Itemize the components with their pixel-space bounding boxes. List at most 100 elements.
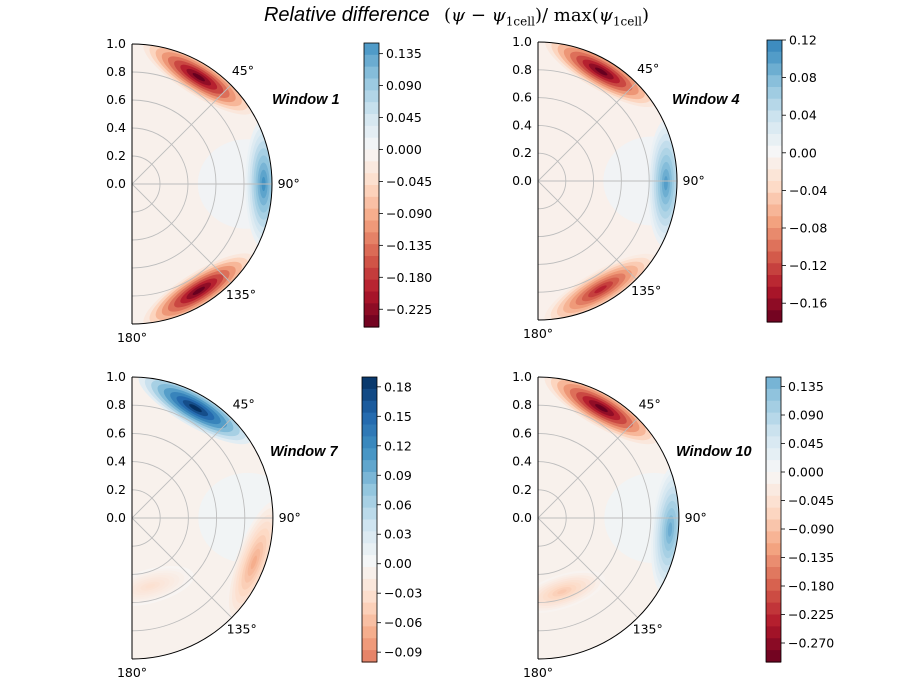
radial-tick-label: 0.0 bbox=[512, 173, 532, 188]
formula-psi-2: ψ bbox=[491, 5, 506, 26]
radial-tick-label: 0.6 bbox=[106, 425, 126, 440]
colorbar-frame bbox=[765, 376, 782, 663]
figure-title-text: Relative difference bbox=[263, 4, 430, 26]
radial-tick-label: 1.0 bbox=[106, 369, 126, 384]
radial-tick-label: 0.0 bbox=[106, 510, 126, 525]
colorbar-segment bbox=[767, 157, 782, 170]
colorbar-segment bbox=[362, 578, 377, 592]
colorbar-tick-label: −0.225 bbox=[788, 607, 834, 622]
colorbar-segment bbox=[362, 472, 377, 485]
colorbar-tick-label: −0.090 bbox=[788, 522, 834, 537]
colorbar-segment bbox=[766, 472, 781, 485]
radial-tick-label: 0.4 bbox=[512, 117, 532, 132]
colorbar-tick-label: −0.225 bbox=[386, 302, 432, 317]
colorbar-tick-label: 0.090 bbox=[386, 78, 422, 93]
polar-panel-4: 0.0 0.2 0.4 0.6 0.8 1.0 45° 90° 135° 180° Window 1… bbox=[512, 369, 752, 680]
grid-spoke bbox=[132, 84, 232, 185]
angle-tick-label: 180° bbox=[117, 330, 147, 345]
colorbar-4: 0.135 0.090 0.045 0.000 −0.045 −0.090 −0.135 −0… bbox=[765, 376, 834, 663]
colorbar-segment bbox=[364, 173, 379, 186]
colorbar-segment bbox=[364, 303, 379, 316]
colorbar-3: 0.18 0.15 0.12 0.09 0.06 0.03 0.00 −0.03 −0.06 −0… bbox=[361, 376, 422, 663]
radial-tick-label: 1.0 bbox=[106, 36, 126, 51]
field-3 bbox=[132, 377, 273, 659]
colorbar-segment bbox=[362, 388, 377, 402]
colorbar-segment bbox=[364, 54, 379, 68]
colorbar-tick-label: −0.135 bbox=[788, 550, 834, 565]
colorbar-segment bbox=[362, 448, 377, 461]
colorbar-tick-label: 0.000 bbox=[386, 142, 422, 157]
angle-tick-label: 45° bbox=[233, 396, 255, 411]
colorbar-segment bbox=[362, 567, 377, 580]
colorbar-tick-label: −0.06 bbox=[384, 615, 422, 630]
colorbar-segment bbox=[362, 400, 377, 414]
colorbar-segment bbox=[364, 244, 379, 257]
contour-level bbox=[594, 285, 607, 294]
colorbar-segment bbox=[766, 638, 781, 651]
colorbar-segment bbox=[767, 134, 782, 147]
contour-level bbox=[663, 176, 668, 191]
formula-psi-3: ψ bbox=[598, 5, 613, 26]
polar-grid bbox=[132, 71, 272, 297]
colorbar-segment bbox=[766, 377, 781, 390]
radial-tick-label: 0.6 bbox=[106, 92, 126, 107]
colorbar-segment bbox=[766, 650, 781, 663]
angle-tick-label: 90° bbox=[683, 173, 705, 188]
colorbar-segment bbox=[362, 436, 377, 449]
colorbar-frame bbox=[363, 42, 380, 328]
polar-panel-2: 0.0 0.2 0.4 0.6 0.8 1.0 45° 90° 135° 180° Window 4 bbox=[512, 34, 740, 341]
colorbar-segment bbox=[362, 626, 377, 639]
angle-tick-label: 45° bbox=[637, 61, 659, 76]
colorbar-segment bbox=[767, 204, 782, 217]
colorbar-tick-label: 0.000 bbox=[788, 465, 824, 480]
colorbar-segment bbox=[364, 114, 379, 127]
colorbar-tick-label: 0.00 bbox=[384, 556, 412, 571]
colorbar-tick-label: −0.090 bbox=[386, 206, 432, 221]
colorbar-segment bbox=[362, 543, 377, 556]
colorbar-1: 0.135 0.090 0.045 0.000 −0.045 −0.090 −0.135 −0… bbox=[363, 42, 432, 328]
colorbar-segment bbox=[767, 239, 782, 253]
radial-tick-label: 0.0 bbox=[106, 176, 126, 191]
colorbar-segment bbox=[767, 169, 782, 182]
figure-title: Relative difference (ψ − ψ1cell)/ max(ψ1… bbox=[0, 2, 913, 29]
angle-tick-label: 135° bbox=[226, 287, 256, 302]
radial-tick-label: 0.2 bbox=[512, 145, 532, 160]
colorbar-segment bbox=[364, 279, 379, 293]
window-label: Window 10 bbox=[676, 444, 752, 460]
colorbar-tick-label: 0.06 bbox=[384, 497, 412, 512]
colorbar-segment bbox=[767, 263, 782, 276]
colorbar-segment bbox=[766, 424, 781, 437]
window-label: Window 4 bbox=[672, 92, 740, 108]
colorbar-tick-label: −0.045 bbox=[788, 493, 834, 508]
colorbar-tick-label: 0.12 bbox=[384, 438, 412, 453]
radial-tick-label: 0.2 bbox=[512, 482, 532, 497]
colorbar-segment bbox=[364, 43, 379, 56]
colorbar-segment bbox=[364, 66, 379, 80]
grid-spoke bbox=[132, 417, 233, 519]
contour-level bbox=[250, 555, 258, 570]
colorbar-segment bbox=[362, 483, 377, 497]
colorbar-segment bbox=[362, 555, 377, 568]
radial-tick-label: 1.0 bbox=[512, 369, 532, 384]
colorbar-segment bbox=[364, 161, 379, 174]
colorbar-segment bbox=[364, 90, 379, 103]
window-label: Window 7 bbox=[270, 444, 338, 460]
grid-spoke bbox=[538, 180, 637, 280]
polar-outline bbox=[537, 376, 680, 660]
angle-tick-label: 180° bbox=[523, 665, 553, 680]
contour-level bbox=[145, 583, 156, 589]
colorbar-segment bbox=[766, 543, 781, 556]
colorbar-segment bbox=[767, 298, 782, 311]
colorbar-segment bbox=[362, 424, 377, 437]
colorbar-segment bbox=[362, 412, 377, 426]
radial-tick-label: 1.0 bbox=[512, 34, 532, 49]
colorbar-tick-label: −0.12 bbox=[789, 258, 827, 273]
colorbar-segment bbox=[766, 388, 781, 402]
colorbar-tick-label: 0.045 bbox=[788, 436, 824, 451]
angle-tick-label: 180° bbox=[523, 326, 553, 341]
colorbar-2: 0.12 0.08 0.04 0.00 −0.04 −0.08 −0.12 −0.16 bbox=[766, 33, 827, 323]
radial-tick-label: 0.8 bbox=[512, 397, 532, 412]
colorbar-segment bbox=[766, 507, 781, 521]
colorbar-segment bbox=[364, 232, 379, 245]
colorbar-tick-label: −0.04 bbox=[789, 183, 827, 198]
